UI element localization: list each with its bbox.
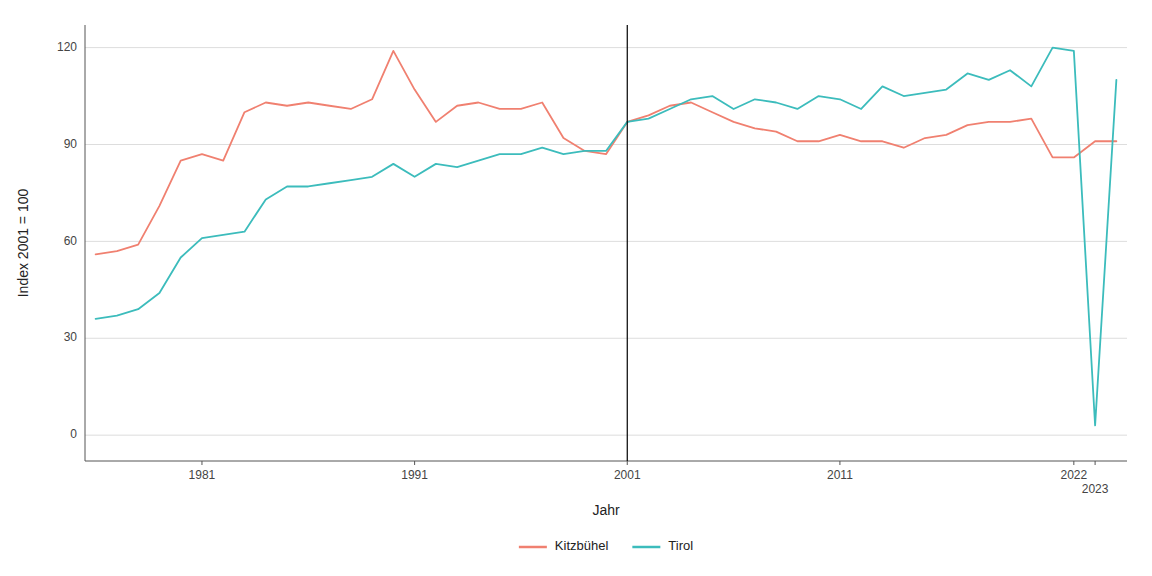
- grid-line: [85, 241, 1127, 242]
- legend-swatch: [519, 546, 547, 549]
- y-tick-label: 0: [70, 427, 77, 441]
- x-tick-label: 2022: [1060, 468, 1087, 482]
- legend-label: Kitzbühel: [555, 538, 609, 553]
- y-tick-label: 90: [64, 137, 78, 151]
- x-tick: [1073, 461, 1074, 465]
- grid-line: [85, 144, 1127, 145]
- reference-line: [627, 25, 628, 461]
- y-axis-title: Index 2001 = 100: [15, 188, 31, 297]
- grid-line: [85, 338, 1127, 339]
- y-axis-line: [85, 25, 86, 461]
- x-tick-label: 2023: [1082, 482, 1109, 496]
- x-tick-label: 1981: [189, 468, 216, 482]
- x-tick: [839, 461, 840, 465]
- x-axis-line: [85, 461, 1127, 462]
- grid-line: [85, 47, 1127, 48]
- grid: [85, 48, 1127, 436]
- legend-label: Tirol: [668, 538, 693, 553]
- y-tick-label: 60: [64, 234, 78, 248]
- x-tick: [1095, 461, 1096, 465]
- x-tick-label: 2001: [614, 468, 641, 482]
- legend: Kitzbühel Tirol: [519, 538, 693, 553]
- x-axis-title: Jahr: [592, 502, 620, 518]
- y-tick-label: 120: [57, 40, 77, 54]
- legend-item: Tirol: [632, 538, 693, 553]
- x-tick: [627, 461, 628, 465]
- x-tick: [201, 461, 202, 465]
- x-tick-label: 2011: [827, 468, 853, 482]
- background: [0, 0, 1152, 576]
- chart: 0 30 60 90 120 1981 1991 2001 2011 20222023 Jahr In…: [0, 0, 1152, 576]
- grid-line: [85, 435, 1127, 436]
- x-tick: [414, 461, 415, 465]
- legend-swatch: [632, 546, 660, 549]
- legend-item: Kitzbühel: [519, 538, 609, 553]
- series-line: [96, 48, 1117, 426]
- y-tick-label: 30: [64, 330, 78, 344]
- x-tick-label: 1991: [401, 468, 428, 482]
- plot-area: [96, 25, 1117, 461]
